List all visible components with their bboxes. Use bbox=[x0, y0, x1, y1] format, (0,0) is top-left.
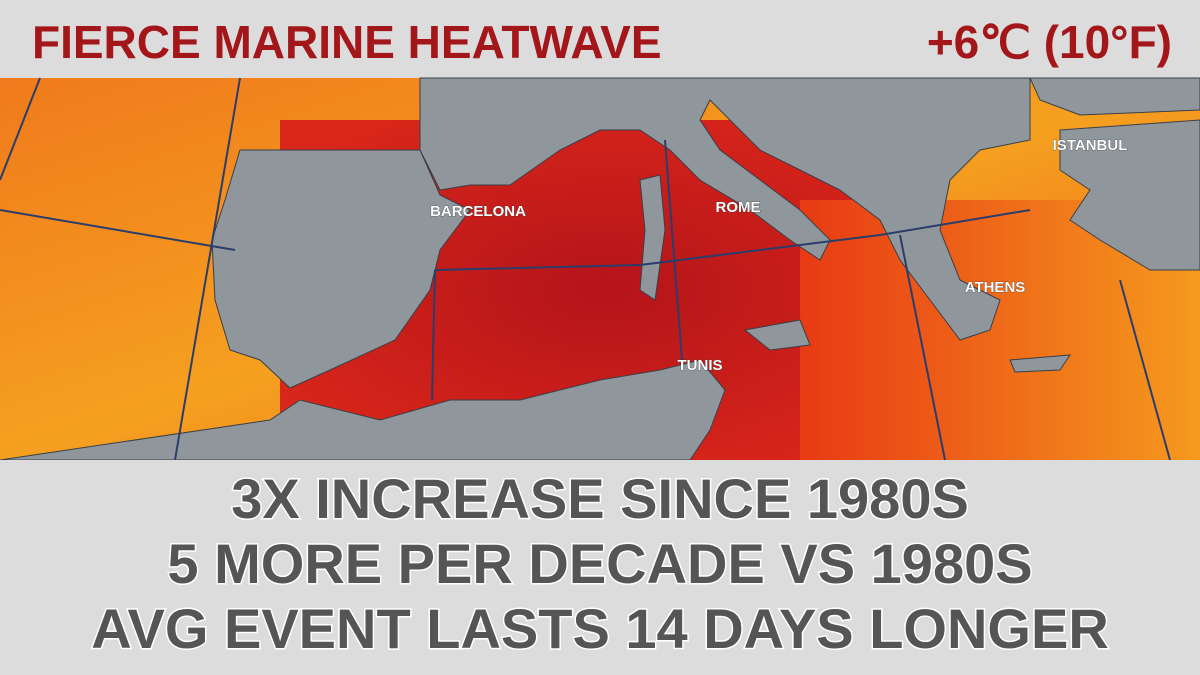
title: FIERCE MARINE HEATWAVE bbox=[32, 16, 662, 68]
black-sea-shore bbox=[1029, 77, 1200, 116]
fact-line: 5 MORE PER DECADE VS 1980S bbox=[167, 532, 1032, 595]
city-label: ATHENS bbox=[965, 279, 1026, 296]
city-label: BARCELONA bbox=[430, 203, 526, 220]
header-band bbox=[0, 0, 1200, 78]
crete bbox=[1009, 354, 1071, 373]
city-label: TUNIS bbox=[678, 357, 723, 374]
fact-line: AVG EVENT LASTS 14 DAYS LONGER bbox=[91, 597, 1109, 660]
anatolia bbox=[1059, 119, 1200, 271]
sicily bbox=[743, 319, 811, 351]
corsica-sardinia bbox=[639, 174, 666, 301]
map: BARCELONA ROME ISTANBUL ATHENS TUNIS bbox=[0, 77, 1200, 461]
europe bbox=[419, 77, 1031, 341]
facts-band bbox=[0, 460, 1200, 675]
fact-line: 3X INCREASE SINCE 1980S bbox=[231, 467, 969, 530]
north-africa bbox=[0, 359, 726, 461]
city-label: ISTANBUL bbox=[1053, 137, 1128, 154]
region-borders bbox=[0, 77, 1171, 461]
iberia bbox=[211, 149, 471, 389]
city-label: ROME bbox=[716, 199, 761, 216]
anomaly: +6℃ (10°F) bbox=[927, 16, 1172, 68]
